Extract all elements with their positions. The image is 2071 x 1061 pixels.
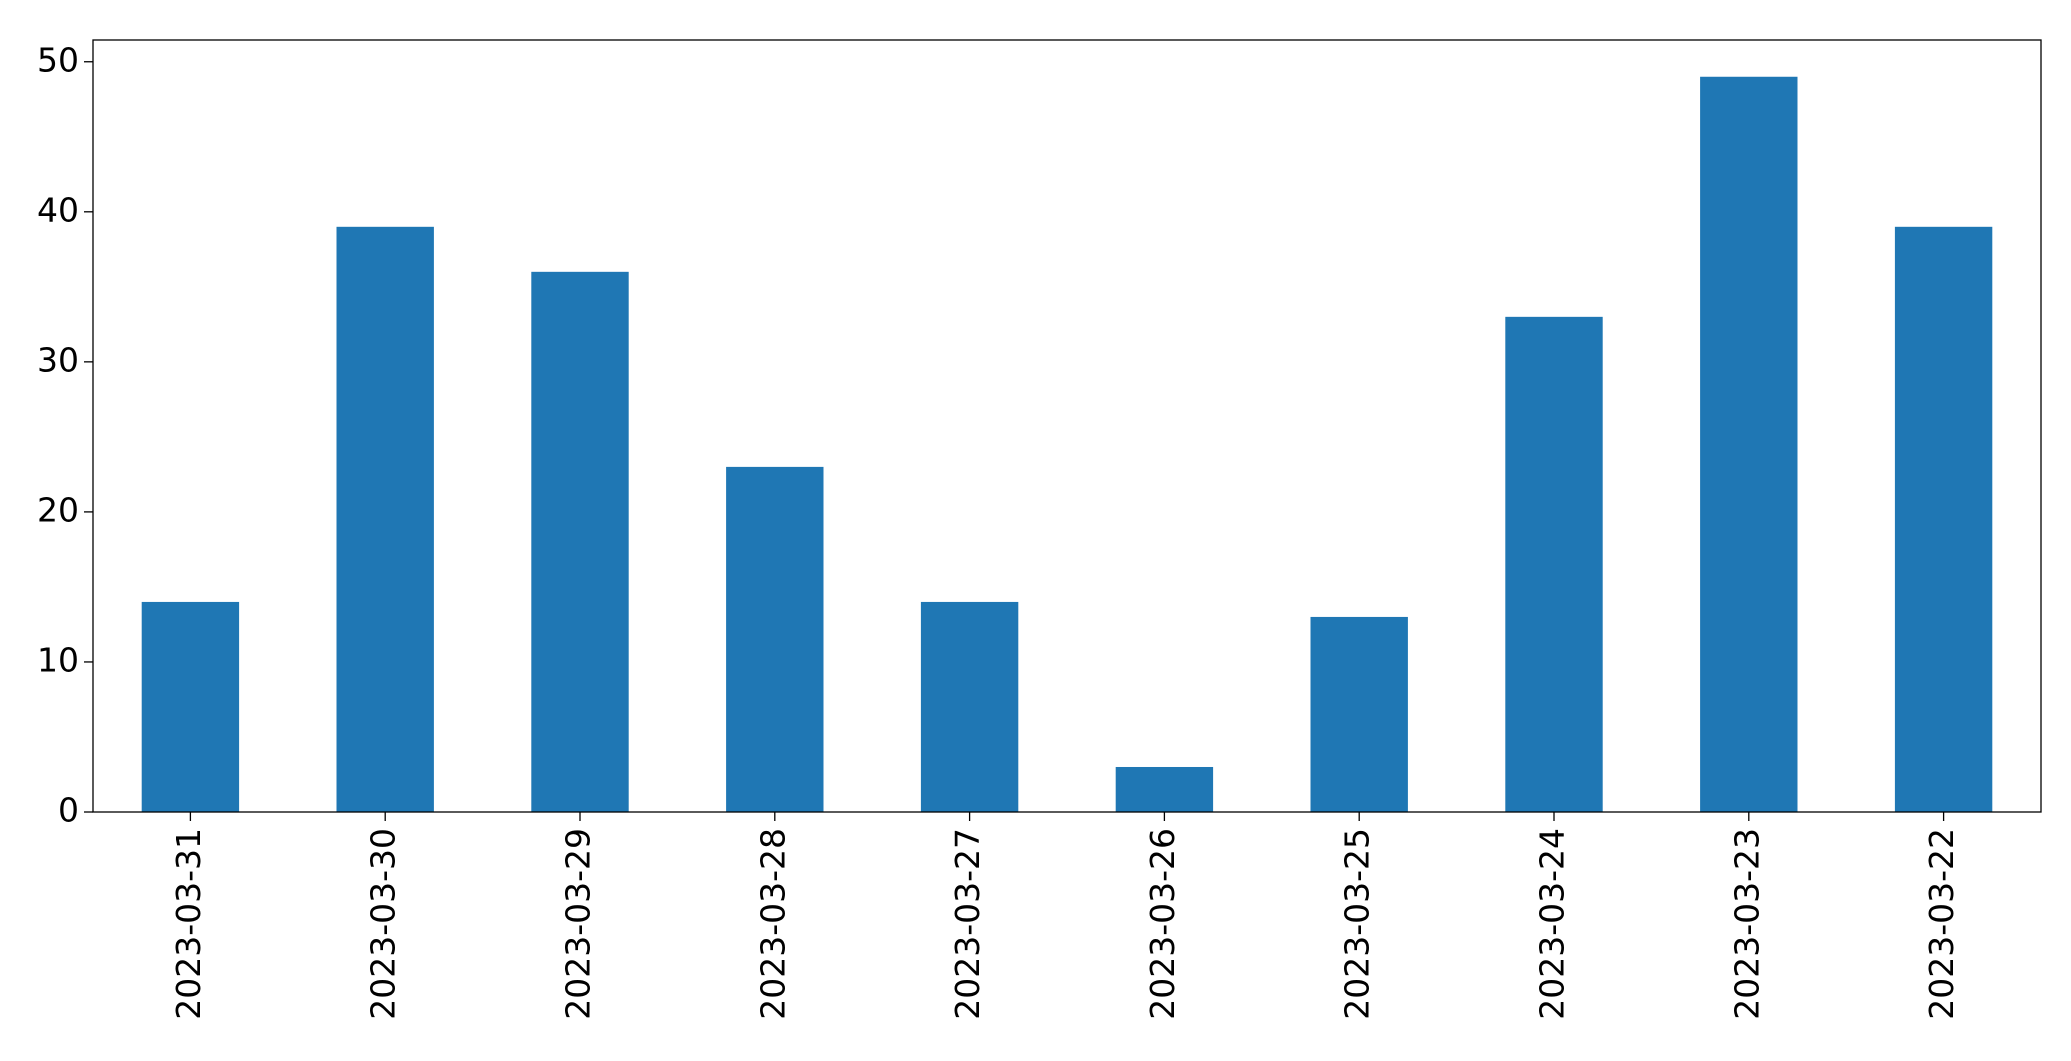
bar: [1700, 76, 1798, 812]
y-tick-label: 30: [37, 340, 79, 379]
bar: [920, 601, 1019, 812]
y-tick-label: 0: [58, 791, 79, 830]
bar: [1115, 766, 1214, 812]
bar: [336, 226, 434, 813]
x-tick-label: 2023-03-31: [169, 828, 208, 1020]
bar: [1310, 616, 1408, 812]
y-tick-label: 10: [37, 640, 79, 679]
x-tick-label: 2023-03-25: [1338, 828, 1377, 1020]
y-tick-label: 40: [37, 190, 79, 229]
x-tick-label: 2023-03-23: [1727, 828, 1766, 1020]
bar: [141, 601, 240, 812]
x-tick-label: 2023-03-26: [1143, 828, 1182, 1020]
bar: [1505, 316, 1603, 812]
x-tick-label: 2023-03-28: [753, 828, 792, 1020]
bar: [1894, 226, 1993, 813]
y-tick-label: 20: [37, 490, 79, 529]
x-tick-label: 2023-03-22: [1922, 828, 1961, 1020]
x-tick-label: 2023-03-30: [364, 828, 403, 1020]
x-tick-label: 2023-03-24: [1533, 828, 1572, 1020]
x-tick-label: 2023-03-29: [559, 828, 598, 1020]
bar: [531, 271, 629, 812]
plot-frame: [92, 39, 2042, 813]
y-tick-label: 50: [37, 40, 79, 79]
bar: [726, 466, 824, 812]
x-tick-label: 2023-03-27: [948, 828, 987, 1020]
